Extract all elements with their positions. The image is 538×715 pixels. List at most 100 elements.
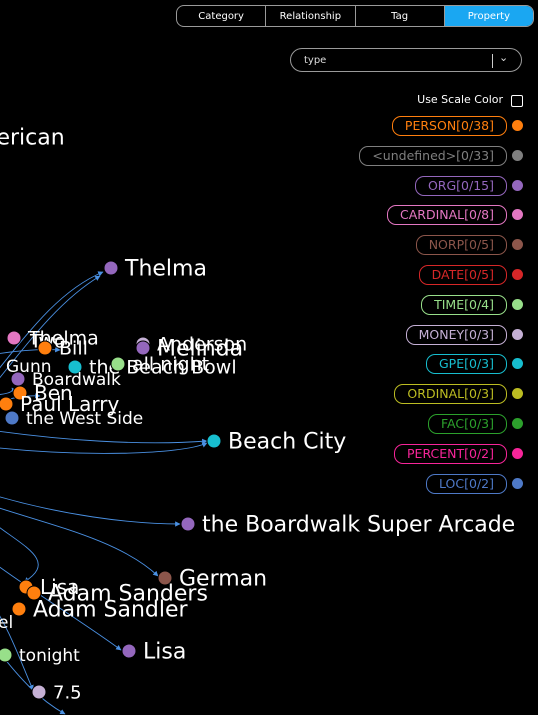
legend-item-label[interactable]: <undefined>[0/33] (359, 145, 507, 166)
legend-item-label[interactable]: MONEY[0/3] (405, 324, 507, 345)
graph-node[interactable]: Adam Sandler (11, 598, 189, 623)
graph-node-dot[interactable] (11, 601, 27, 617)
graph-node-label: the West Side (26, 409, 143, 429)
graph-node-label: Adam Sandler (33, 598, 189, 623)
graph-node[interactable]: el (0, 613, 13, 633)
graph-edge (0, 496, 181, 527)
legend-item-label[interactable]: DATE[0/5] (418, 264, 507, 285)
legend-item-label[interactable]: FAC[0/3] (428, 413, 507, 434)
graph-edge (0, 346, 61, 354)
graph-node-label: Beach City (228, 430, 346, 455)
legend-item[interactable]: <undefined>[0/33] (323, 145, 523, 176)
chevron-down-icon[interactable]: ⌄ (499, 51, 509, 64)
legend-item[interactable]: TIME[0/4] (323, 294, 523, 325)
graph-node[interactable]: Adam Sanders (26, 582, 208, 607)
legend-item-label[interactable]: PERCENT[0/2] (394, 443, 507, 464)
legend-item-label[interactable]: LOC[0/2] (426, 473, 507, 494)
legend-color-dot (512, 358, 523, 370)
graph-node[interactable]: Boardwalk (10, 370, 121, 390)
graph-node[interactable]: Beach City (206, 430, 346, 455)
graph-node[interactable]: Lisa (18, 575, 79, 599)
legend-color-dot (512, 388, 523, 400)
graph-node-dot[interactable] (26, 585, 42, 601)
graph-node[interactable]: American (0, 126, 65, 151)
tab-tag[interactable]: Tag (356, 6, 445, 26)
graph-edge (0, 442, 208, 454)
graph-node-dot[interactable] (103, 260, 119, 276)
graph-node-dot[interactable] (121, 643, 137, 659)
legend-item-label[interactable]: NORP[0/5] (415, 235, 507, 256)
legend-color-dot (512, 328, 523, 340)
graph-node[interactable]: Bill (37, 338, 88, 360)
graph-node-dot[interactable] (135, 340, 151, 356)
legend-item-label[interactable]: TIME[0/4] (421, 294, 507, 315)
legend-item-label[interactable]: ORDINAL[0/3] (394, 384, 507, 405)
legend-item-label[interactable]: GPE[0/3] (426, 354, 507, 375)
legend-item[interactable]: ORG[0/15] (323, 175, 523, 206)
graph-node-dot[interactable] (206, 433, 222, 449)
graph-node-dot[interactable] (0, 396, 14, 412)
graph-node-dot[interactable] (110, 356, 126, 372)
graph-node-dot[interactable] (157, 570, 173, 586)
legend-item-label[interactable]: PERSON[0/38] (391, 116, 507, 136)
property-legend: PERSON[0/38] <undefined>[0/33] ORG[0/15] CA… (323, 116, 523, 503)
tab-category[interactable]: Category (177, 6, 267, 26)
legend-item[interactable]: DATE[0/5] (323, 264, 523, 295)
legend-item[interactable]: MONEY[0/3] (323, 324, 523, 355)
graph-node-dot[interactable] (37, 340, 53, 356)
legend-item-label[interactable]: CARDINAL[0/8] (386, 205, 507, 226)
graph-node[interactable]: the West Side (4, 409, 143, 429)
graph-node[interactable]: tonight (0, 646, 80, 666)
use-scale-color: Use Scale Color (400, 93, 526, 107)
graph-node[interactable]: the Boardwalk Super Arcade (180, 513, 515, 538)
graph-node[interactable]: the Beach Bowl (67, 357, 237, 379)
graph-node-label: German (179, 567, 267, 592)
legend-color-dot (512, 239, 523, 251)
use-scale-color-checkbox[interactable] (511, 95, 523, 107)
graph-node-label: Anderson (157, 334, 247, 356)
graph-node[interactable]: Paul Larry (0, 392, 120, 416)
graph-node-dot[interactable] (180, 516, 196, 532)
legend-item[interactable]: ORDINAL[0/3] (323, 384, 523, 414)
graph-node-label: Boardwalk (32, 370, 121, 390)
legend-item[interactable]: CARDINAL[0/8] (323, 205, 523, 235)
legend-item-label[interactable]: ORG[0/15] (414, 175, 507, 196)
graph-node-label: tonight (19, 646, 80, 666)
graph-edge (0, 507, 159, 577)
tab-relationship[interactable]: Relationship (266, 6, 356, 26)
graph-node[interactable]: 7.5 (31, 682, 82, 703)
legend-item[interactable]: PERCENT[0/2] (323, 443, 523, 474)
graph-node-label: the Boardwalk Super Arcade (202, 513, 515, 538)
legend-item[interactable]: FAC[0/3] (323, 413, 523, 444)
legend-color-dot (512, 120, 523, 131)
legend-item[interactable]: GPE[0/3] (323, 354, 523, 384)
graph-node-label: 7.5 (53, 682, 82, 703)
legend-item[interactable]: NORP[0/5] (323, 235, 523, 265)
legend-item[interactable]: PERSON[0/38] (323, 116, 523, 146)
graph-node-label: the Beach Bowl (89, 357, 237, 379)
graph-node[interactable]: German (157, 567, 267, 592)
graph-node-dot[interactable] (67, 359, 83, 375)
graph-node-dot[interactable] (31, 684, 47, 700)
graph-edge (0, 652, 66, 715)
graph-node[interactable]: Lisa (121, 640, 186, 665)
property-select[interactable]: type ⌄ (290, 48, 522, 72)
graph-node-dot[interactable] (4, 410, 20, 426)
graph-node-dot[interactable] (10, 371, 26, 387)
graph-node[interactable]: all night (110, 354, 209, 376)
graph-node-dot[interactable] (12, 385, 28, 401)
graph-node[interactable]: Ben (12, 381, 73, 405)
legend-color-dot (512, 179, 523, 191)
view-mode-tabs: Category Relationship Tag Property (176, 5, 534, 27)
select-separator (492, 54, 493, 68)
graph-node-dot[interactable] (0, 647, 13, 663)
graph-edge (0, 387, 18, 395)
graph-node-dot[interactable] (6, 330, 22, 346)
graph-node-label: Adam Sanders (48, 582, 208, 607)
legend-item[interactable]: LOC[0/2] (323, 473, 523, 504)
graph-node[interactable]: Melinda (135, 337, 243, 362)
graph-node-label: Bill (59, 338, 88, 360)
tab-property[interactable]: Property (444, 6, 533, 26)
graph-node[interactable]: Thelma (103, 257, 207, 282)
